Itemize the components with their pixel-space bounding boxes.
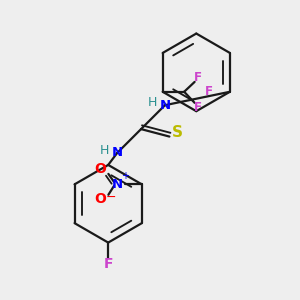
Text: O: O: [94, 161, 106, 176]
Text: N: N: [112, 146, 123, 160]
Text: F: F: [194, 71, 202, 84]
Text: S: S: [172, 125, 183, 140]
Text: F: F: [194, 101, 202, 114]
Text: F: F: [103, 257, 113, 271]
Text: N: N: [112, 178, 123, 191]
Text: O: O: [94, 192, 106, 206]
Text: H: H: [100, 144, 109, 157]
Text: −: −: [105, 191, 116, 204]
Text: H: H: [148, 96, 157, 109]
Text: N: N: [159, 99, 170, 112]
Text: F: F: [205, 85, 213, 98]
Text: +: +: [122, 171, 129, 181]
